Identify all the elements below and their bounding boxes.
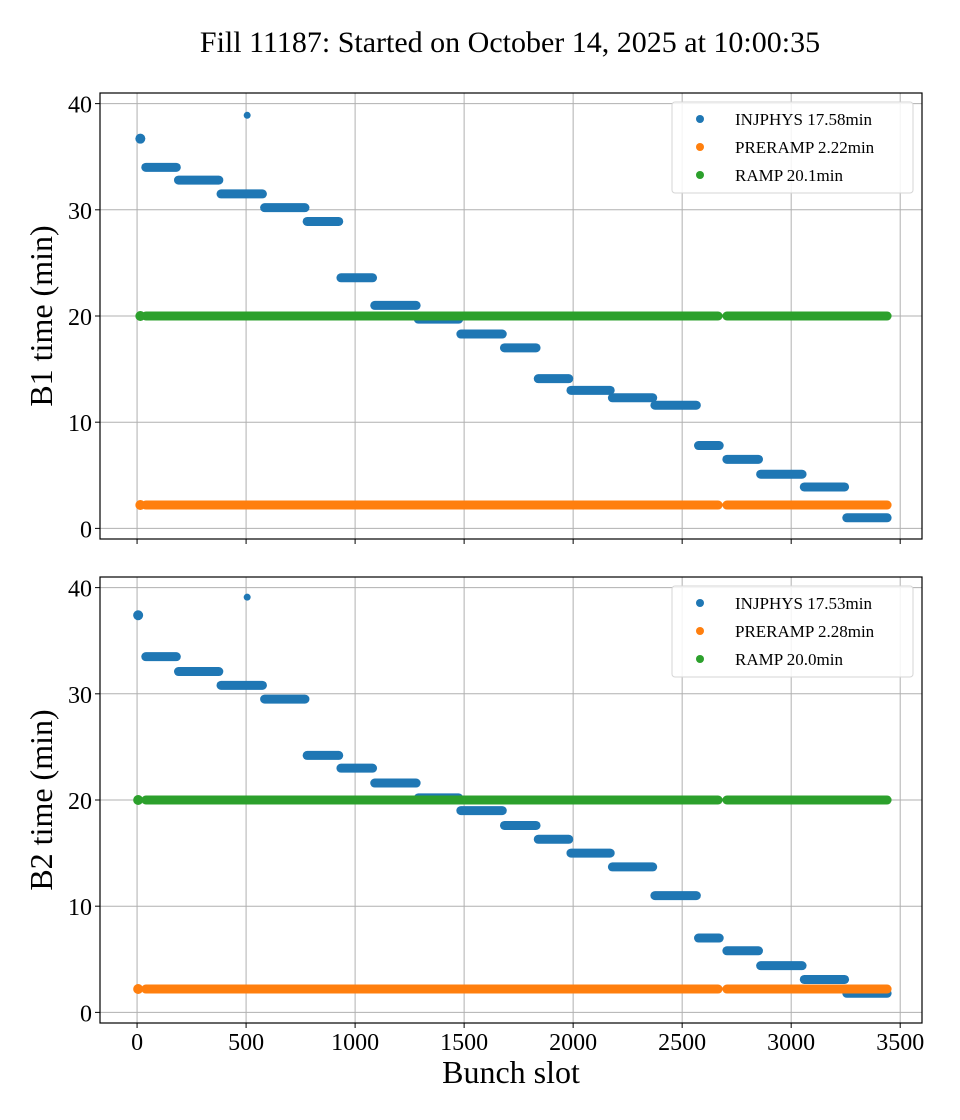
y-tick-label: 0 [80,1001,92,1027]
series-preramp [133,984,892,995]
chart-title: Fill 11187: Started on October 14, 2025 … [200,26,820,59]
data-point [133,610,144,621]
data-point [243,111,251,119]
legend-marker [696,115,704,123]
x-tick-label: 3500 [876,1030,924,1056]
x-tick-label: 3000 [767,1030,815,1056]
x-tick-label: 1500 [440,1030,488,1056]
y-tick-label: 10 [68,895,92,921]
y-tick-label: 40 [68,577,92,603]
legend-marker [696,171,704,179]
legend-label: PRERAMP 2.22min [735,138,875,157]
data-point [135,311,146,321]
legend-marker [696,143,704,151]
legend-box [671,101,914,194]
legend: INJPHYS 17.53min PRERAMP 2.28min RAMP 20.0… [671,585,914,678]
panel-b1: 0 10 20 30 40 B1 time (min) INJPHYS 17.58min PR… [23,92,923,544]
data-point [133,795,144,805]
series-injphys [135,111,892,523]
y-tick-label: 30 [68,199,92,225]
panel-b2: 0 10 20 30 40 0 500 1000 1500 2000 2500 3000 3500 B2 … [23,576,924,1090]
y-tick-label: 20 [68,789,92,815]
x-axis-label: Bunch slot [442,1054,580,1090]
y-axis-label: B1 time (min) [23,225,59,406]
series-preramp [135,500,892,511]
x-tick-label: 0 [131,1030,143,1056]
legend-label: RAMP 20.1min [735,166,844,185]
x-tick-label: 2500 [658,1030,706,1056]
y-tick-label: 20 [68,305,92,331]
x-tick-label: 2000 [549,1030,597,1056]
data-point [243,593,251,601]
legend-label: INJPHYS 17.53min [735,594,872,613]
x-tick-label: 1000 [331,1030,379,1056]
series-ramp [135,311,892,321]
data-point [135,133,146,144]
y-tick-label: 40 [68,93,92,119]
data-point [135,500,146,511]
legend-label: INJPHYS 17.58min [735,110,872,129]
y-tick-label: 30 [68,683,92,709]
legend-marker [696,627,704,635]
legend-label: RAMP 20.0min [735,650,844,669]
y-axis-label: B2 time (min) [23,709,59,890]
series-ramp [133,795,892,805]
legend-box [671,585,914,678]
legend-marker [696,655,704,663]
y-tick-label: 0 [80,517,92,543]
legend: INJPHYS 17.58min PRERAMP 2.22min RAMP 20.1… [671,101,914,194]
legend-marker [696,599,704,607]
data-point [133,984,144,995]
y-tick-label: 10 [68,411,92,437]
x-tick-label: 500 [228,1030,264,1056]
legend-label: PRERAMP 2.28min [735,622,875,641]
